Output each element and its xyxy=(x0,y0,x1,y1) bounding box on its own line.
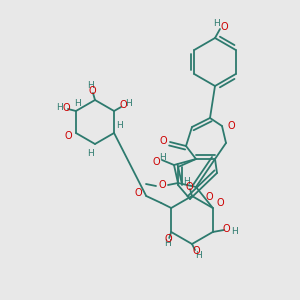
Text: O: O xyxy=(227,121,235,131)
Text: H: H xyxy=(87,82,93,91)
Text: H: H xyxy=(231,227,238,236)
Text: O: O xyxy=(88,86,96,96)
Text: H: H xyxy=(184,178,190,187)
Text: O: O xyxy=(119,100,127,110)
Text: O: O xyxy=(159,136,167,146)
Text: O: O xyxy=(62,103,70,113)
Text: H: H xyxy=(164,239,171,248)
Text: O: O xyxy=(64,131,72,141)
Text: H: H xyxy=(159,152,165,161)
Text: O: O xyxy=(220,22,228,32)
Text: O: O xyxy=(192,246,200,256)
Text: O: O xyxy=(206,191,213,202)
Text: H: H xyxy=(87,149,93,158)
Text: O: O xyxy=(217,198,225,208)
Text: O: O xyxy=(152,157,160,167)
Text: H: H xyxy=(214,20,220,28)
Text: H: H xyxy=(116,121,122,130)
Text: O: O xyxy=(134,188,142,198)
Text: O: O xyxy=(164,234,172,244)
Text: H: H xyxy=(125,100,131,109)
Text: H: H xyxy=(195,251,201,260)
Text: O: O xyxy=(158,180,166,190)
Text: H: H xyxy=(75,100,81,109)
Text: O: O xyxy=(185,182,193,192)
Text: H: H xyxy=(57,103,63,112)
Text: O: O xyxy=(223,224,231,234)
